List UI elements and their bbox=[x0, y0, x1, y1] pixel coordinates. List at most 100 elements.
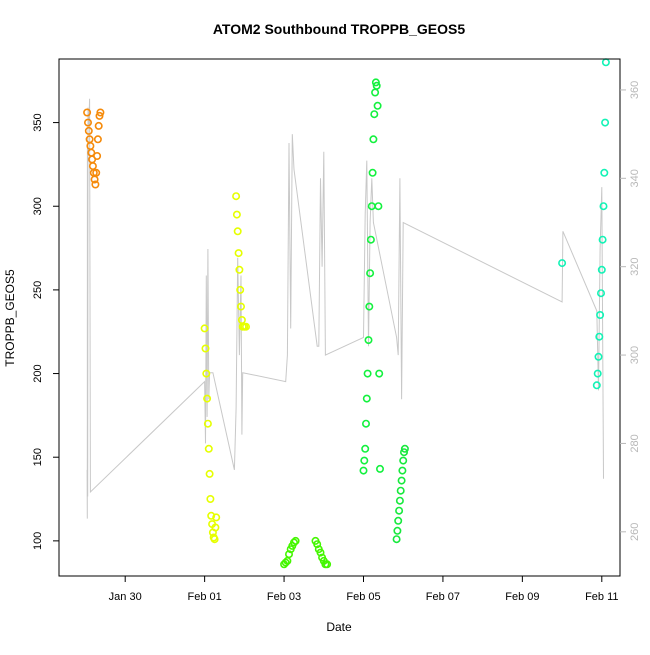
data-point bbox=[366, 235, 375, 244]
data-point bbox=[91, 180, 100, 189]
data-point bbox=[364, 336, 373, 345]
data-point bbox=[558, 259, 567, 268]
data-point bbox=[92, 168, 101, 177]
x-tick-label: Feb 11 bbox=[585, 591, 618, 603]
data-point bbox=[83, 108, 92, 117]
data-point bbox=[596, 310, 605, 319]
data-point bbox=[291, 536, 300, 545]
data-point bbox=[393, 526, 402, 535]
data-point bbox=[232, 192, 241, 201]
x-tick-label: Feb 09 bbox=[505, 591, 539, 603]
data-point bbox=[365, 302, 374, 311]
y-axis-title: TROPPB_GEOS5 bbox=[3, 269, 17, 367]
data-point bbox=[363, 369, 372, 378]
y2-tick-label: 300 bbox=[629, 346, 641, 364]
y-tick-label: 150 bbox=[32, 448, 44, 466]
x-axis-title: Date bbox=[326, 620, 352, 634]
data-point bbox=[96, 108, 105, 117]
data-point bbox=[598, 235, 607, 244]
data-point bbox=[596, 289, 605, 298]
data-point bbox=[207, 511, 216, 520]
data-point bbox=[284, 550, 293, 559]
data-point bbox=[281, 558, 290, 567]
y-axis-right: 260 280 300 320 340 360 bbox=[620, 81, 641, 541]
data-point bbox=[212, 513, 221, 522]
data-point bbox=[93, 152, 102, 161]
data-point bbox=[592, 381, 601, 390]
y2-tick-label: 280 bbox=[629, 434, 641, 452]
data-point bbox=[597, 265, 606, 274]
y-tick-label: 300 bbox=[32, 197, 44, 215]
y-tick-label: 250 bbox=[32, 281, 44, 299]
data-point bbox=[84, 118, 93, 127]
data-point bbox=[396, 486, 405, 495]
x-axis: Jan 30 Feb 01 Feb 03 Feb 05 Feb 07 Feb 09 Feb … bbox=[109, 576, 619, 603]
data-point bbox=[371, 78, 380, 87]
series-4 bbox=[359, 78, 384, 475]
data-point bbox=[95, 111, 104, 120]
x-tick-label: Feb 03 bbox=[267, 591, 301, 603]
data-point bbox=[203, 419, 212, 428]
data-point bbox=[601, 118, 610, 127]
y-tick-label: 350 bbox=[32, 113, 44, 131]
data-point bbox=[316, 548, 325, 557]
data-point bbox=[392, 535, 401, 544]
series-1 bbox=[83, 108, 105, 189]
data-point bbox=[202, 369, 211, 378]
y2-tick-label: 360 bbox=[629, 81, 641, 99]
data-point bbox=[399, 456, 408, 465]
data-point bbox=[593, 369, 602, 378]
data-point bbox=[397, 476, 406, 485]
data-point bbox=[362, 394, 371, 403]
data-point bbox=[366, 269, 375, 278]
data-point bbox=[374, 202, 383, 211]
y2-tick-label: 340 bbox=[629, 169, 641, 187]
data-point bbox=[600, 168, 609, 177]
chart-title: ATOM2 Southbound TROPPB_GEOS5 bbox=[213, 21, 465, 37]
data-point bbox=[289, 538, 298, 547]
data-point bbox=[372, 81, 381, 90]
data-point bbox=[211, 523, 220, 532]
x-tick-label: Feb 05 bbox=[346, 591, 380, 603]
data-point bbox=[395, 496, 404, 505]
data-point bbox=[313, 540, 322, 549]
data-point bbox=[93, 135, 102, 144]
data-point bbox=[369, 135, 378, 144]
x-tick-label: Jan 30 bbox=[109, 591, 142, 603]
gray-trace-layer bbox=[86, 98, 604, 519]
data-point bbox=[233, 227, 242, 236]
data-point bbox=[361, 444, 370, 453]
data-point bbox=[200, 324, 209, 333]
series-2 bbox=[200, 192, 251, 544]
data-point bbox=[399, 448, 408, 457]
y-tick-label: 100 bbox=[32, 532, 44, 550]
series-layer bbox=[83, 58, 610, 569]
data-point bbox=[360, 456, 369, 465]
data-point bbox=[235, 265, 244, 274]
data-point bbox=[84, 126, 93, 135]
y-tick-label: 200 bbox=[32, 364, 44, 382]
data-point bbox=[206, 494, 215, 503]
data-point bbox=[210, 535, 219, 544]
data-point bbox=[400, 444, 409, 453]
data-point bbox=[595, 332, 604, 341]
data-point bbox=[395, 506, 404, 515]
y2-tick-label: 260 bbox=[629, 523, 641, 541]
data-point bbox=[232, 210, 241, 219]
gray-trace-line bbox=[86, 98, 604, 519]
series-3 bbox=[280, 536, 332, 569]
data-point bbox=[234, 249, 243, 258]
data-point bbox=[373, 101, 382, 110]
y-axis-left: 100 150 200 250 300 350 bbox=[32, 113, 59, 550]
data-point bbox=[368, 168, 377, 177]
y2-tick-label: 320 bbox=[629, 258, 641, 276]
x-tick-label: Feb 01 bbox=[188, 591, 222, 603]
data-point bbox=[237, 302, 246, 311]
data-point bbox=[394, 516, 403, 525]
data-point bbox=[370, 110, 379, 119]
data-point bbox=[201, 344, 210, 353]
data-point bbox=[242, 322, 251, 331]
data-point bbox=[359, 466, 368, 475]
data-point bbox=[204, 444, 213, 453]
